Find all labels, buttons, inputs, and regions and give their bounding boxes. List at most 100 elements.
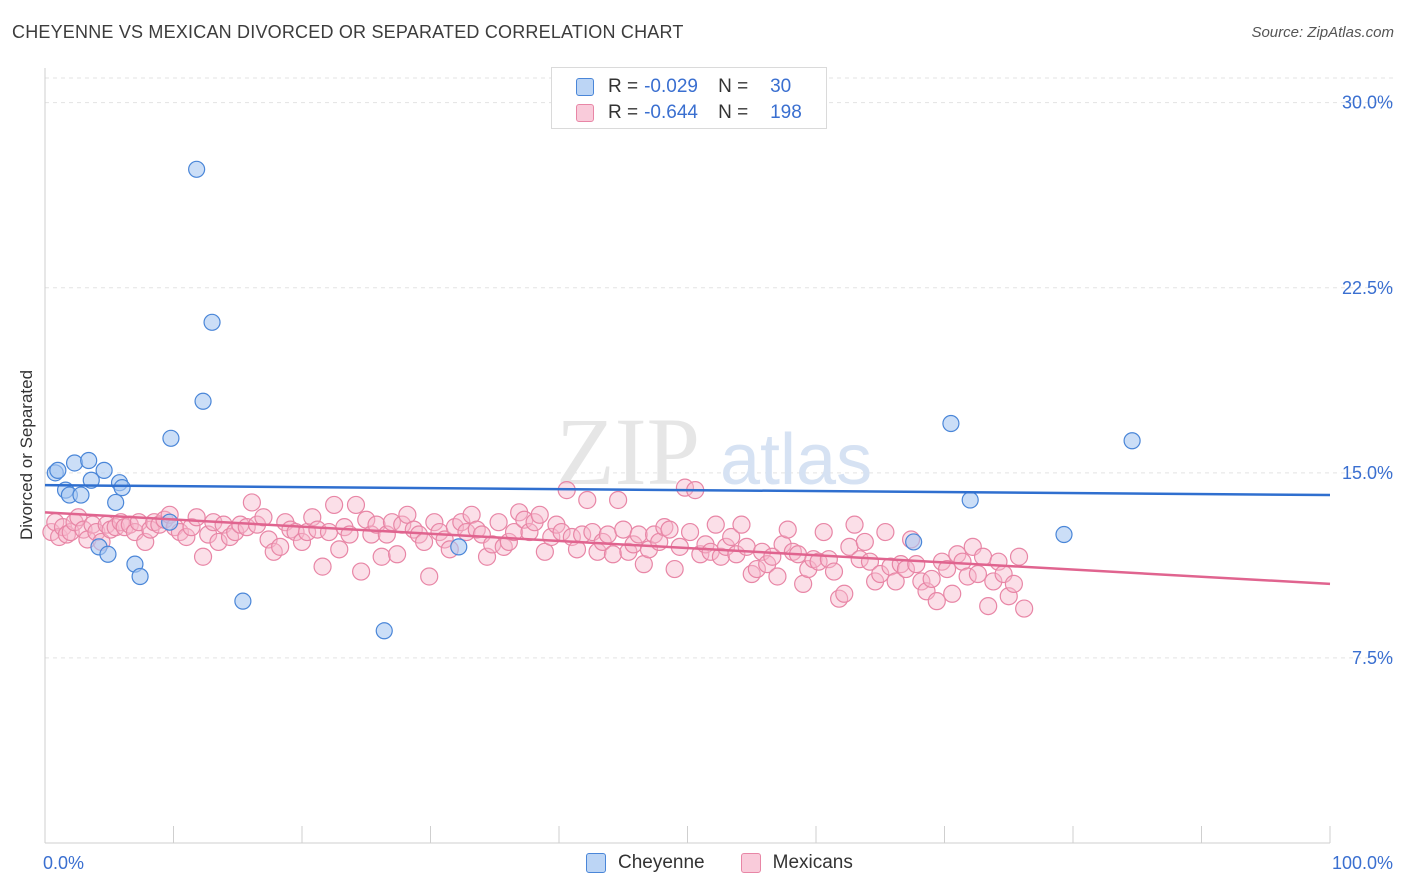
mexicans-point <box>578 490 597 510</box>
mexicans-point <box>177 527 196 547</box>
cheyenne-legend-swatch <box>586 853 606 873</box>
cheyenne-point <box>72 486 90 504</box>
mexicans-point <box>830 589 849 608</box>
mexicans-point <box>372 547 391 566</box>
cheyenne-point <box>49 461 67 479</box>
y-tick-label: 30.0% <box>1342 93 1393 113</box>
mexicans-point <box>325 495 344 515</box>
cheyenne-n-value: 30 <box>770 76 792 97</box>
mexicans-point <box>308 520 327 539</box>
y-tick-label: 7.5% <box>1352 648 1393 668</box>
mexicans-point <box>220 527 240 547</box>
watermark: ZIP atlas <box>556 398 872 505</box>
cheyenne-point <box>375 622 393 640</box>
cheyenne-point <box>450 538 468 556</box>
mexicans-point <box>742 564 761 584</box>
series-legend: Cheyenne Mexicans <box>586 852 889 874</box>
n-label: N = <box>718 102 749 123</box>
mexicans-point <box>937 559 957 579</box>
cheyenne-point <box>188 160 206 178</box>
axis-layer <box>44 68 1331 844</box>
cheyenne-point <box>203 313 221 331</box>
mexicans-legend-swatch <box>740 853 761 873</box>
mexicans-n-value: 198 <box>770 102 802 123</box>
mexicans-point <box>855 532 874 552</box>
cheyenne-point <box>99 545 117 563</box>
cheyenne-point <box>82 471 100 489</box>
cheyenne-points <box>46 160 1141 640</box>
mexicans-point <box>979 596 998 616</box>
mexicans-point <box>943 584 962 603</box>
mexicans-point <box>598 525 617 544</box>
mexicans-point <box>968 564 988 584</box>
cheyenne-point <box>1123 432 1141 450</box>
mexicans-legend-label: Mexicans <box>772 852 853 873</box>
mexicans-point <box>871 564 890 584</box>
mexicans-point <box>319 522 339 542</box>
mexicans-point <box>876 522 895 542</box>
mexicans-point <box>489 513 508 532</box>
watermark-atlas: atlas <box>720 420 872 500</box>
tick-label-layer: 7.5% 15.0% 22.5% 30.0% 0.0% 100.0% <box>43 93 1393 873</box>
mexicans-point <box>614 520 633 539</box>
mexicans-point <box>732 515 751 534</box>
mexicans-point <box>711 547 731 566</box>
mexicans-point <box>799 559 818 579</box>
mexicans-point <box>467 520 486 539</box>
mexicans-point <box>452 513 471 532</box>
mexicans-point <box>346 495 366 515</box>
mexicans-point <box>425 513 444 532</box>
mexicans-point <box>414 532 434 552</box>
cheyenne-point <box>942 414 960 433</box>
y-tick-label: 15.0% <box>1342 463 1393 483</box>
chart-title: CHEYENNE VS MEXICAN DIVORCED OR SEPARATE… <box>12 22 684 42</box>
mexicans-point <box>193 547 213 566</box>
legend-item-mexicans[interactable]: Mexicans <box>740 852 853 874</box>
mexicans-point <box>747 559 766 579</box>
cheyenne-point <box>107 493 125 512</box>
mexicans-point <box>768 567 787 586</box>
cheyenne-point <box>194 392 212 410</box>
r-label: R = <box>608 76 639 97</box>
mexicans-points <box>42 478 1034 618</box>
mexicans-point <box>603 545 623 564</box>
mexicans-point <box>609 490 628 510</box>
mexicans-point <box>824 562 844 581</box>
mexicans-point <box>187 508 206 527</box>
mexicans-point <box>907 555 926 574</box>
mexicans-trend-line <box>44 511 1331 586</box>
mexicans-point <box>706 515 725 534</box>
mexicans-point <box>271 537 290 556</box>
cheyenne-point <box>113 479 131 497</box>
mexicans-point <box>420 567 439 586</box>
grid-layer <box>45 77 1395 659</box>
mexicans-point <box>530 505 549 524</box>
mexicans-point <box>504 522 524 542</box>
correlation-legend: R = -0.029 N = 30 R = -0.644 N = 198 <box>551 67 827 129</box>
legend-item-cheyenne[interactable]: Cheyenne <box>586 852 705 874</box>
mexicans-point <box>209 532 228 552</box>
mexicans-point <box>814 522 833 542</box>
cheyenne-point <box>1055 525 1073 544</box>
mexicans-r-value: -0.644 <box>644 102 698 123</box>
cheyenne-point <box>961 491 979 509</box>
mexicans-point <box>1004 574 1023 593</box>
cheyenne-swatch <box>576 78 594 96</box>
y-tick-label: 22.5% <box>1342 278 1393 298</box>
n-label: N = <box>718 76 749 97</box>
mexicans-point <box>352 562 371 581</box>
cheyenne-trend-line <box>44 483 1331 497</box>
source-label: Source: ZipAtlas.com <box>1251 24 1394 41</box>
cheyenne-point <box>80 451 98 470</box>
mexicans-point <box>845 515 864 534</box>
mexicans-point <box>973 547 993 566</box>
cheyenne-point <box>65 454 84 472</box>
mexicans-point <box>1015 599 1034 618</box>
mexicans-point <box>1009 547 1029 566</box>
mexicans-point <box>182 518 201 537</box>
mexicans-point <box>629 525 648 544</box>
x-tick-label-min: 0.0% <box>43 853 84 873</box>
mexicans-point <box>835 584 854 603</box>
mexicans-point <box>665 559 684 579</box>
